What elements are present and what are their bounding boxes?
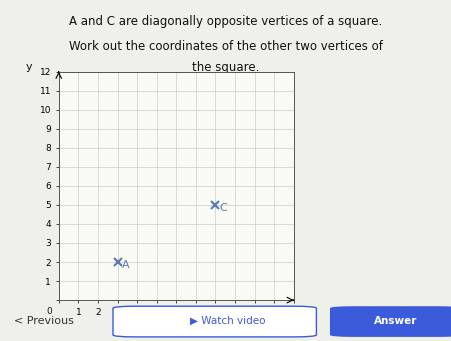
Text: y: y bbox=[26, 62, 32, 72]
Text: A and C are diagonally opposite vertices of a square.: A and C are diagonally opposite vertices… bbox=[69, 15, 382, 28]
FancyBboxPatch shape bbox=[329, 306, 451, 337]
Text: the square.: the square. bbox=[192, 61, 259, 74]
Text: A: A bbox=[121, 260, 129, 270]
Text: 0: 0 bbox=[46, 307, 52, 316]
Text: < Previous: < Previous bbox=[14, 315, 73, 326]
FancyBboxPatch shape bbox=[113, 306, 316, 337]
Text: C: C bbox=[219, 203, 226, 212]
Text: ▶ Watch video: ▶ Watch video bbox=[189, 315, 265, 326]
Text: Work out the coordinates of the other two vertices of: Work out the coordinates of the other tw… bbox=[69, 40, 382, 53]
Text: Answer: Answer bbox=[373, 315, 416, 326]
